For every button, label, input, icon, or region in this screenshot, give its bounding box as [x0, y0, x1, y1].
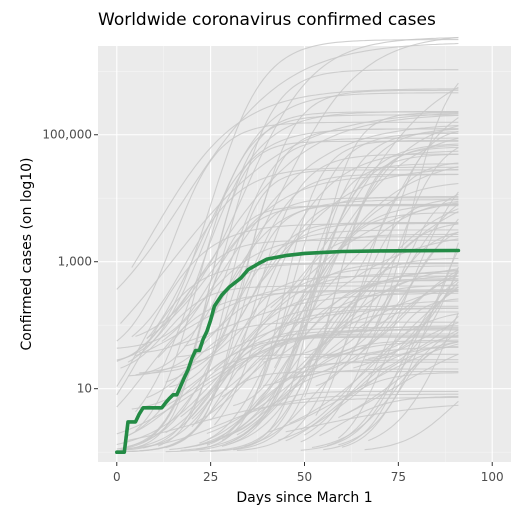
y-axis-ticks: 10 1,000 100,000	[42, 128, 98, 396]
country-line	[116, 42, 459, 290]
country-line	[270, 86, 459, 309]
country-line	[349, 270, 459, 356]
y-axis-label: Confirmed cases (on log10)	[19, 157, 35, 350]
country-line	[210, 333, 459, 421]
y-tick-label: 10	[77, 382, 92, 396]
country-line	[206, 238, 459, 404]
country-line	[172, 292, 459, 347]
y-tick-label: 1,000	[58, 255, 92, 269]
country-line	[184, 173, 459, 347]
country-line	[266, 343, 459, 434]
country-line	[315, 162, 459, 416]
highlight-series-line	[115, 248, 461, 454]
country-line	[289, 286, 459, 424]
country-line	[258, 132, 459, 390]
country-line	[146, 173, 459, 339]
country-line	[116, 290, 459, 408]
country-line	[127, 396, 459, 441]
y-tick-label: 100,000	[42, 128, 92, 142]
country-line	[233, 163, 459, 407]
country-line	[244, 346, 459, 447]
country-line	[311, 329, 459, 449]
country-line	[184, 284, 459, 449]
country-line	[131, 114, 459, 356]
country-line	[364, 400, 459, 451]
country-line	[165, 368, 459, 453]
country-line	[165, 289, 459, 434]
country-line	[120, 285, 459, 369]
country-line	[236, 137, 459, 372]
country-line	[364, 272, 459, 334]
country-line	[195, 166, 459, 424]
country-line	[341, 331, 459, 417]
country-line	[195, 139, 459, 451]
country-line	[131, 88, 459, 268]
country-line	[233, 144, 459, 451]
country-line	[143, 222, 459, 375]
country-line	[116, 262, 459, 396]
x-tick-label: 25	[203, 470, 218, 484]
country-line	[221, 269, 459, 398]
country-line	[142, 205, 459, 443]
country-line	[225, 153, 459, 391]
country-line	[319, 208, 459, 354]
x-tick-label: 100	[481, 470, 504, 484]
x-axis-ticks: 0 25 50 75 100	[113, 462, 504, 484]
country-line	[127, 92, 459, 363]
country-line	[285, 404, 459, 433]
x-tick-label: 50	[297, 470, 312, 484]
country-line	[157, 169, 459, 447]
country-line	[116, 121, 459, 342]
country-line	[135, 114, 459, 432]
country-line	[308, 203, 459, 362]
country-line	[289, 147, 459, 379]
country-line	[375, 82, 459, 326]
x-tick-label: 0	[113, 470, 121, 484]
country-line	[116, 223, 459, 387]
country-line	[142, 197, 459, 449]
country-line	[300, 313, 459, 431]
country-line	[213, 196, 459, 426]
country-line	[288, 143, 459, 359]
country-line	[323, 270, 459, 359]
country-line	[236, 275, 459, 452]
country-line	[210, 112, 459, 452]
country-line	[323, 288, 459, 451]
country-line	[221, 390, 459, 441]
country-line	[338, 353, 459, 418]
country-lines	[116, 36, 459, 453]
country-line	[120, 112, 459, 324]
chart-title: Worldwide coronavirus confirmed cases	[98, 10, 436, 30]
country-line	[131, 166, 459, 338]
country-line	[278, 341, 459, 441]
country-line	[244, 128, 459, 434]
country-line	[124, 199, 459, 438]
x-axis-label: Days since March 1	[236, 490, 372, 506]
country-line	[303, 146, 459, 398]
x-tick-label: 75	[391, 470, 406, 484]
country-line	[240, 150, 459, 343]
country-line	[139, 326, 459, 448]
country-line	[120, 393, 459, 450]
country-line	[304, 193, 459, 358]
country-line	[199, 311, 459, 452]
country-line	[180, 339, 459, 451]
country-line	[263, 257, 459, 387]
country-line	[135, 110, 459, 413]
country-line	[263, 278, 459, 363]
country-line	[337, 198, 459, 337]
